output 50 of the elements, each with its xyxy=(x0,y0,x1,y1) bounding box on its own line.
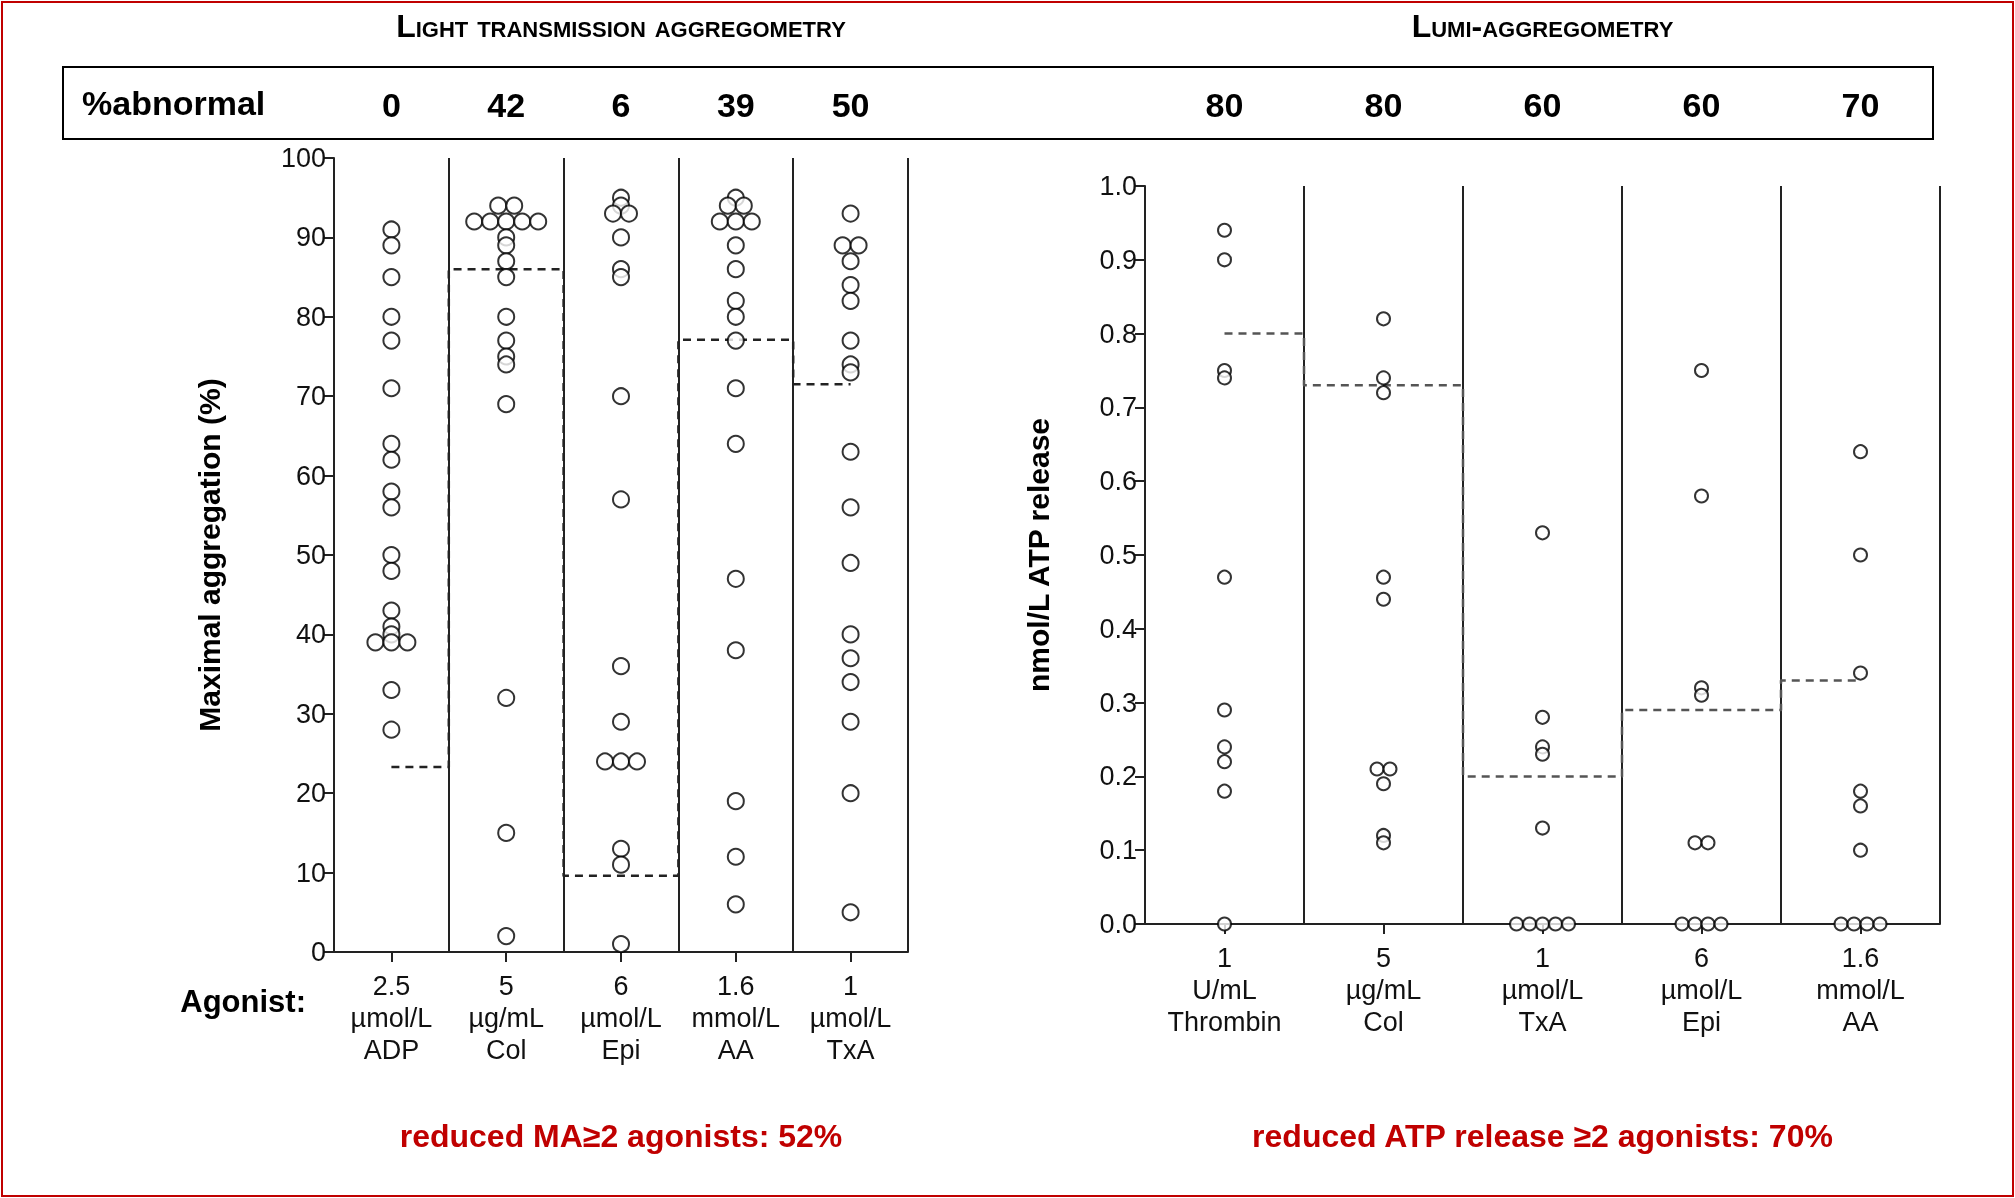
text: %abnormal xyxy=(82,84,266,123)
x-tick-label: 5 µg/mL Col xyxy=(1345,943,1422,1037)
y-tick-label: 40 xyxy=(295,619,326,650)
y-tick-label: 80 xyxy=(295,301,326,332)
y-tick-label: 100 xyxy=(280,143,326,173)
chart-title: Light transmission aggregometry xyxy=(395,8,847,45)
y-tick-label: 0.4 xyxy=(1099,613,1137,644)
text: 60 xyxy=(1682,86,1721,124)
y-tick-label: 0.3 xyxy=(1099,687,1137,718)
text: 60 xyxy=(1523,86,1562,124)
x-tick-label: 1 U/mL Thrombin xyxy=(1167,943,1282,1037)
y-tick-label: 0.0 xyxy=(1099,909,1137,939)
text: 80 xyxy=(1364,86,1403,124)
y-axis-title: nmol/L ATP release xyxy=(1021,418,1055,692)
text: 6 xyxy=(611,86,631,124)
text: 50 xyxy=(831,86,870,124)
y-tick-label: 1.0 xyxy=(1099,171,1137,201)
y-tick-label: 0.2 xyxy=(1099,761,1137,792)
y-tick-label: 0.1 xyxy=(1099,835,1137,866)
x-tick-label: 1 µmol/L TxA xyxy=(1501,943,1584,1037)
y-tick-label: 20 xyxy=(295,778,326,809)
chart-title: Lumi-aggregometry xyxy=(1410,8,1675,45)
x-axis-title: Agonist: xyxy=(180,984,306,1019)
y-tick-label: 0.5 xyxy=(1099,540,1137,570)
y-axis-title: Maximal aggregation (%) xyxy=(192,378,226,732)
x-tick-label: 5 µg/mL Col xyxy=(468,971,544,1065)
x-tick-label: 1 µmol/L TxA xyxy=(809,971,892,1065)
x-tick-label: 6 µmol/L Epi xyxy=(1660,943,1743,1037)
y-tick-label: 30 xyxy=(295,698,326,729)
text: 42 xyxy=(487,86,526,124)
x-tick-label: 1.6 mmol/L AA xyxy=(691,971,781,1065)
y-tick-label: 90 xyxy=(295,222,326,253)
x-tick-label: 1.6 mmol/L AA xyxy=(1816,943,1905,1037)
y-tick-label: 10 xyxy=(295,857,326,888)
text: 0 xyxy=(381,86,401,124)
y-tick-label: 0.8 xyxy=(1099,318,1137,349)
y-tick-label: 60 xyxy=(295,460,326,491)
x-tick-label: 6 µmol/L Epi xyxy=(580,971,662,1065)
y-tick-label: 70 xyxy=(295,381,326,412)
x-tick-label: 2.5 µmol/L ADP xyxy=(350,971,433,1065)
y-tick-label: 0.9 xyxy=(1099,244,1137,275)
text: 39 xyxy=(716,86,755,124)
y-tick-label: 0.7 xyxy=(1099,392,1137,423)
y-tick-label: 0 xyxy=(310,937,326,967)
text: 70 xyxy=(1841,86,1880,124)
text: reduced MA≥2 agonists: 52% xyxy=(398,1118,844,1155)
text: reduced ATP release ≥2 agonists: 70% xyxy=(1251,1118,1834,1155)
y-tick-label: 50 xyxy=(295,540,326,570)
text: 80 xyxy=(1205,86,1244,124)
y-tick-label: 0.6 xyxy=(1099,466,1137,497)
